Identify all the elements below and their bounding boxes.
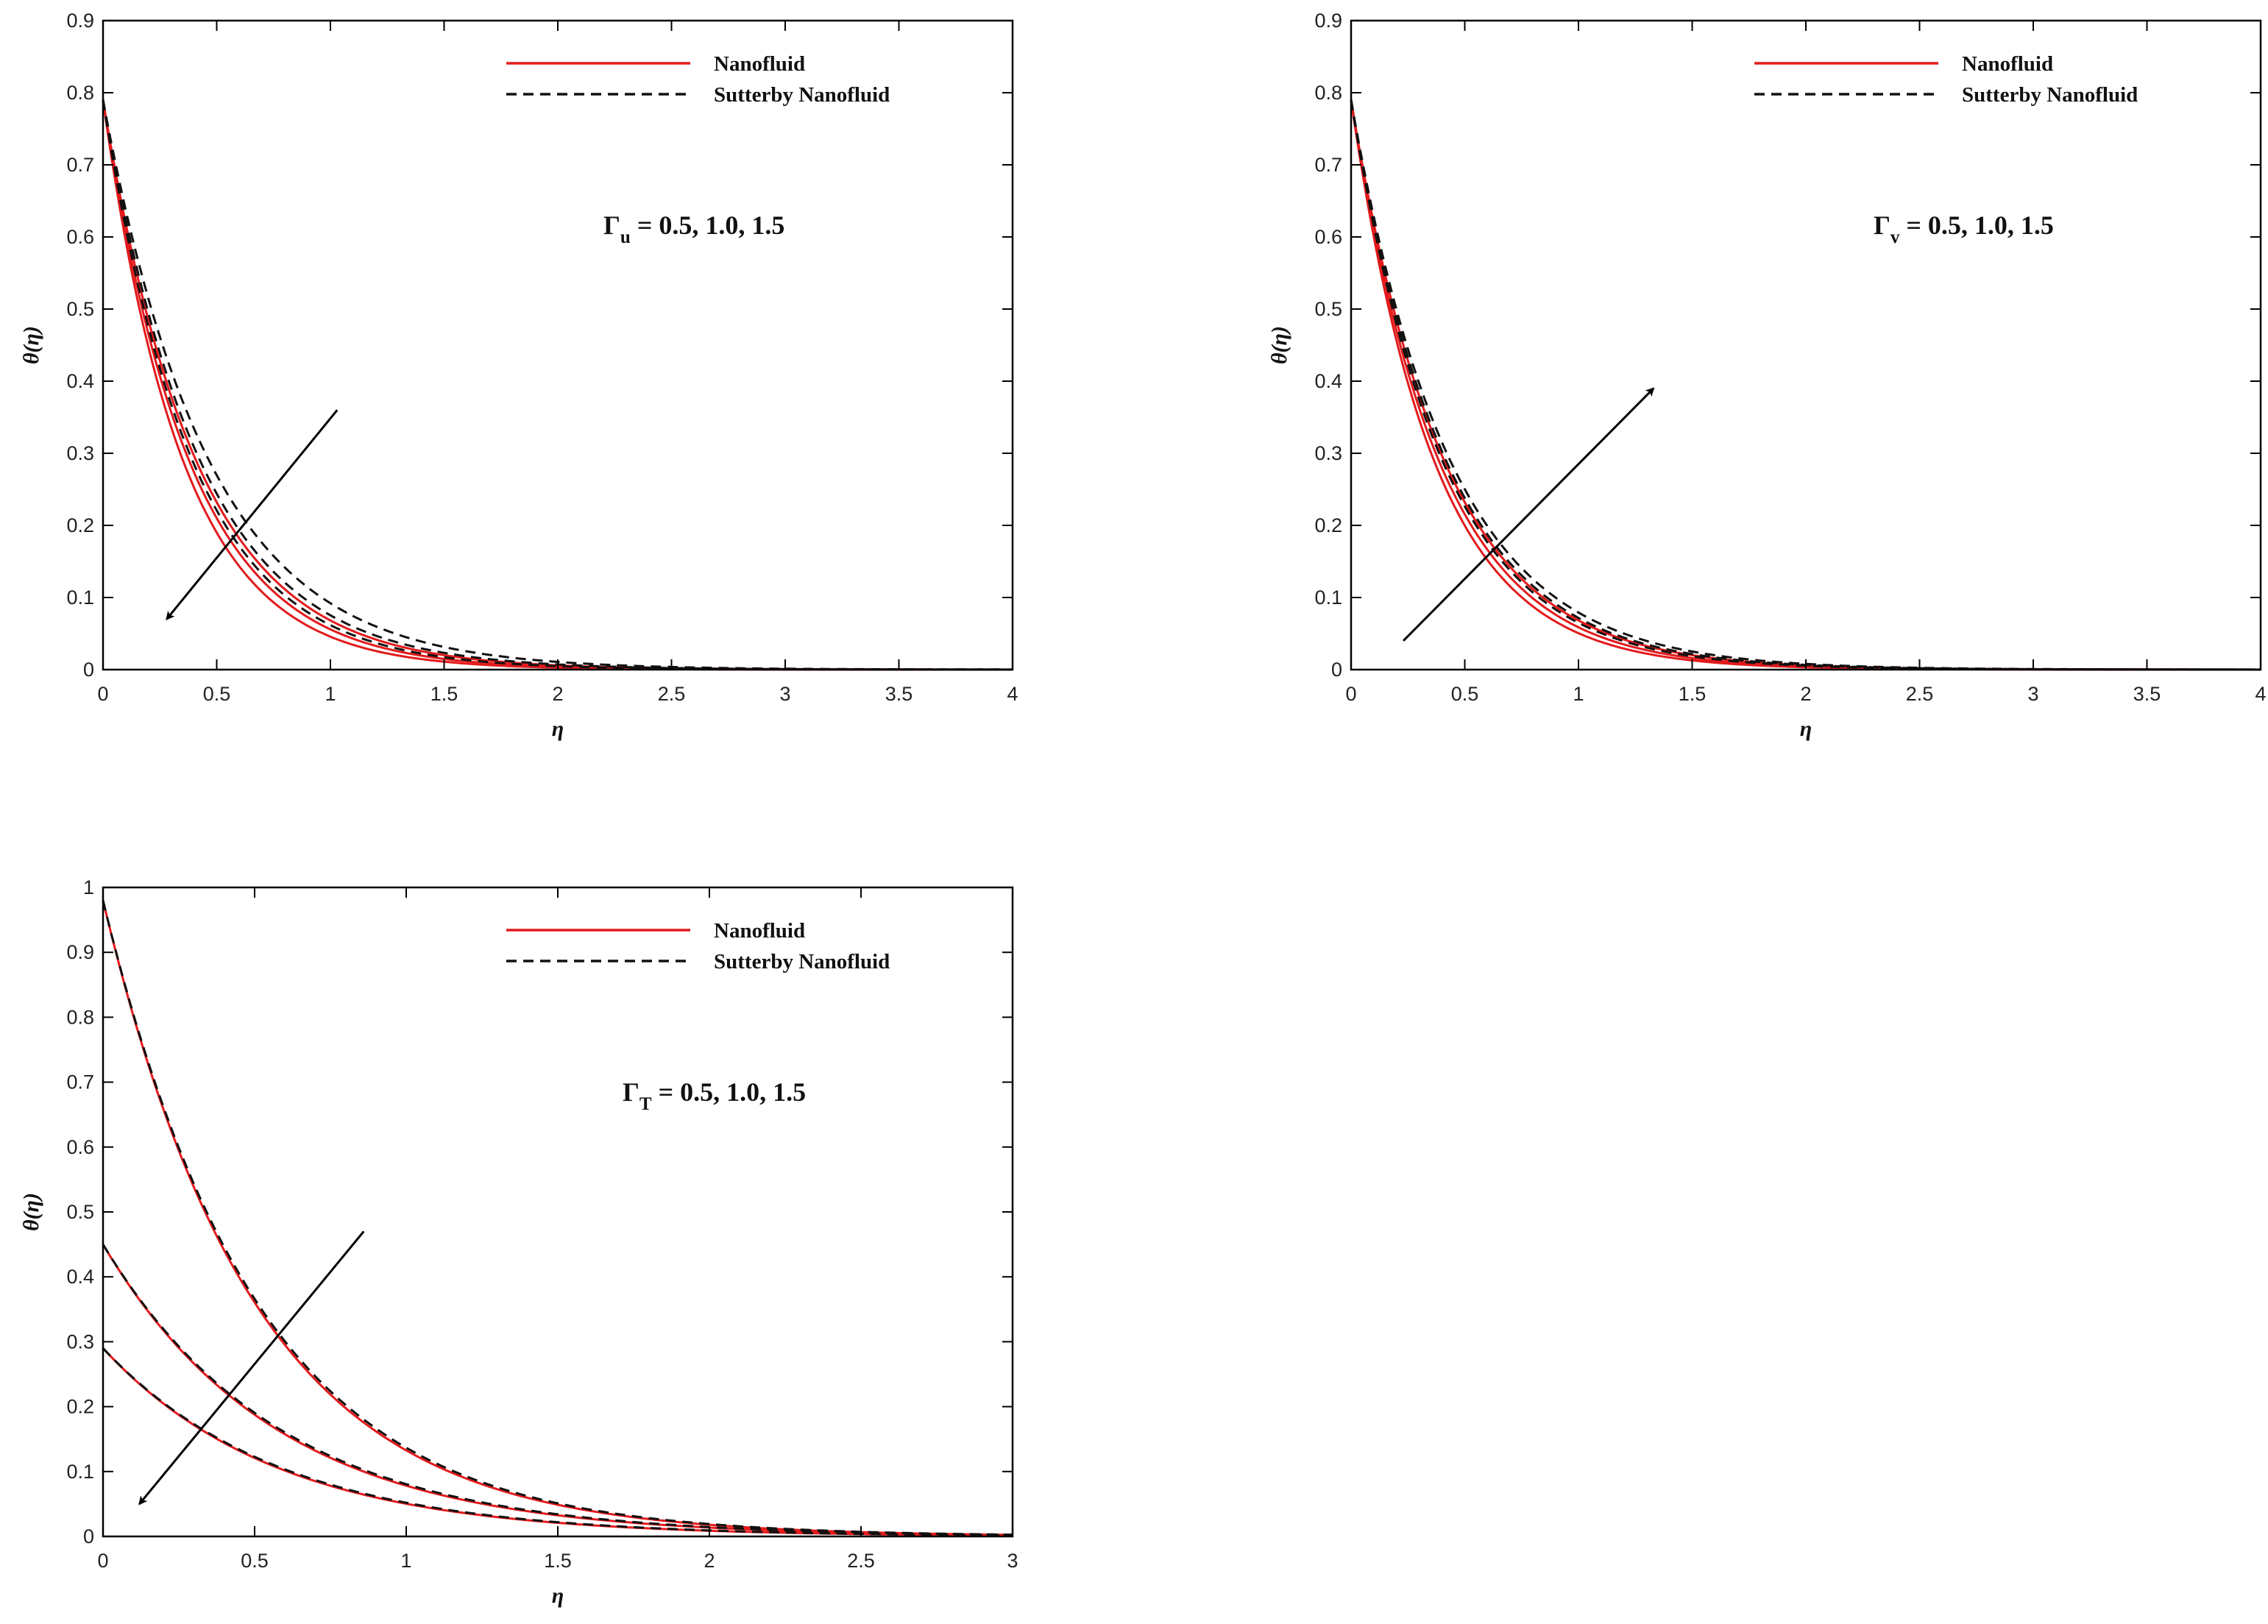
y-axis-label: θ(η) (19, 326, 43, 364)
y-tick-label: 0.1 (66, 586, 94, 609)
y-tick-label: 0.7 (1314, 154, 1342, 176)
y-tick-label: 0.9 (1314, 10, 1342, 32)
y-tick-label: 0.6 (1314, 226, 1342, 248)
series-line-sutterby-1_5 (1350, 99, 2261, 671)
x-tick-label: 2.5 (1906, 683, 1934, 705)
x-tick-label: 1.5 (430, 683, 458, 705)
y-tick-label: 0.5 (1314, 298, 1342, 320)
legend-label-nanofluid: Nanofluid (1962, 52, 2053, 76)
x-tick-label: 0 (97, 1550, 108, 1572)
y-tick-label: 0.6 (66, 1136, 94, 1158)
y-tick-label: 0.2 (1314, 514, 1342, 536)
y-tick-label: 0.5 (66, 298, 94, 320)
x-tick-label: 4 (2255, 683, 2266, 705)
x-tick-label: 1 (400, 1550, 411, 1572)
x-tick-label: 1.5 (544, 1550, 572, 1572)
legend-label-nanofluid: Nanofluid (714, 919, 805, 943)
y-tick-label: 0.2 (66, 1396, 94, 1418)
chart-panel-top-left: 0 0.5 1 1.5 2 2.5 3 3.5 4 0 0.1 0.2 0.3 0.4 0.5 0.6 0.7 0… (19, 10, 1018, 741)
x-tick-label: 2 (704, 1550, 715, 1572)
trend-arrow-increasing (1403, 387, 1655, 642)
x-tick-label: 2.5 (658, 683, 686, 705)
legend-label-sutterby: Sutterby Nanofluid (714, 950, 890, 974)
y-tick-label: 0.4 (1314, 370, 1342, 392)
y-tick-label: 0.6 (66, 226, 94, 248)
y-axis-label: θ(η) (19, 1193, 43, 1231)
x-tick-label: 4 (1007, 683, 1018, 705)
x-tick-label: 3 (2027, 683, 2038, 705)
parameter-annotation: Γv = 0.5, 1.0, 1.5 (1874, 210, 2054, 247)
y-tick-label: 0.8 (1314, 82, 1342, 104)
y-tick-label: 0 (83, 659, 94, 681)
chart-panel-bottom-left: 0 0.5 1 1.5 2 2.5 3 0 0.1 0.2 0.3 0.4 0.5 0.6 0.7 0.8 0.… (19, 876, 1018, 1608)
x-axis-label: η (552, 1584, 564, 1608)
legend-label-sutterby: Sutterby Nanofluid (1962, 83, 2138, 107)
x-tick-label: 1.5 (1679, 683, 1707, 705)
y-tick-label: 0.3 (66, 442, 94, 464)
y-tick-label: 0.7 (66, 1071, 94, 1093)
y-axis-label: θ(η) (1267, 326, 1291, 364)
x-tick-label: 2.5 (847, 1550, 875, 1572)
x-tick-label: 0 (97, 683, 108, 705)
x-tick-label: 1 (1573, 683, 1584, 705)
y-tick-label: 0.8 (66, 1006, 94, 1028)
legend-label-sutterby: Sutterby Nanofluid (714, 83, 890, 107)
series-line-sutterby-1_5 (102, 99, 1013, 671)
x-tick-label: 2 (552, 683, 563, 705)
y-tick-label: 0.9 (66, 941, 94, 963)
x-tick-label: 1 (325, 683, 336, 705)
x-tick-label: 0.5 (1451, 683, 1479, 705)
x-tick-label: 3.5 (885, 683, 913, 705)
y-tick-label: 0.4 (66, 1266, 94, 1288)
x-axis-label: η (1800, 717, 1812, 741)
x-tick-label: 2 (1800, 683, 1811, 705)
trend-arrow-decreasing (166, 409, 339, 620)
y-tick-label: 0.1 (66, 1461, 94, 1483)
y-tick-label: 0.3 (1314, 442, 1342, 464)
legend: Nanofluid Sutterby Nanofluid (506, 52, 890, 107)
y-tick-label: 0.1 (1314, 586, 1342, 609)
y-tick-label: 0 (83, 1525, 94, 1547)
x-tick-label: 3 (779, 683, 790, 705)
trend-arrow-decreasing (138, 1230, 365, 1506)
legend: Nanofluid Sutterby Nanofluid (1754, 52, 2138, 107)
y-tick-label: 0.8 (66, 82, 94, 104)
y-tick-label: 0.3 (66, 1330, 94, 1352)
y-tick-label: 0.5 (66, 1201, 94, 1223)
x-tick-label: 3.5 (2133, 683, 2161, 705)
y-tick-label: 0.9 (66, 10, 94, 32)
x-tick-label: 0 (1345, 683, 1356, 705)
parameter-annotation: ΓT = 0.5, 1.0, 1.5 (623, 1077, 806, 1114)
x-tick-label: 0.5 (241, 1550, 269, 1572)
legend-label-nanofluid: Nanofluid (714, 52, 805, 76)
legend: Nanofluid Sutterby Nanofluid (506, 919, 890, 974)
x-axis-label: η (552, 717, 564, 741)
parameter-annotation: Γu = 0.5, 1.0, 1.5 (603, 210, 784, 247)
y-tick-label: 0.7 (66, 154, 94, 176)
y-tick-label: 0 (1331, 659, 1342, 681)
x-tick-label: 0.5 (203, 683, 231, 705)
y-tick-label: 0.2 (66, 514, 94, 536)
y-tick-label: 0.4 (66, 370, 94, 392)
chart-panel-top-right: 0 0.5 1 1.5 2 2.5 3 3.5 4 0 0.1 0.2 0.3 0.4 0.5 0.6 0.7 0… (1267, 10, 2267, 741)
x-tick-label: 3 (1007, 1550, 1018, 1572)
y-tick-label: 1 (83, 876, 94, 898)
